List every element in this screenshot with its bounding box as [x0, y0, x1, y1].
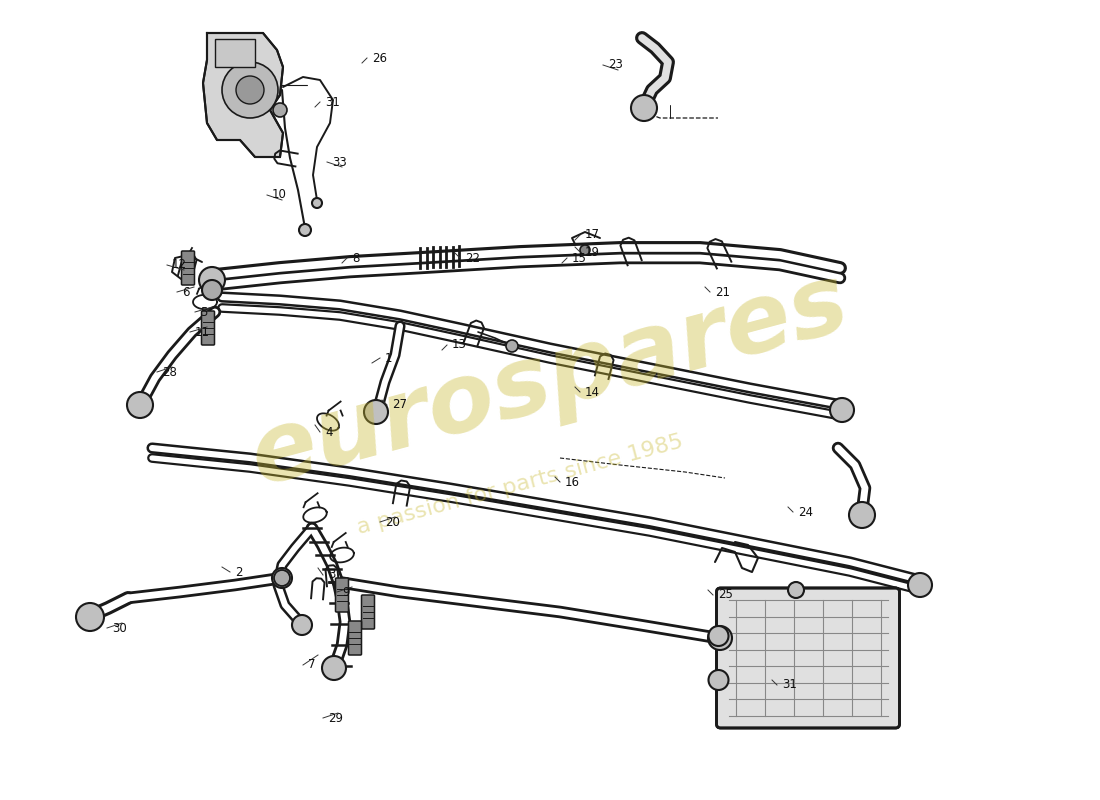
Text: 9: 9	[342, 586, 350, 598]
Circle shape	[506, 340, 518, 352]
Text: 19: 19	[585, 246, 600, 258]
FancyBboxPatch shape	[201, 311, 214, 345]
Circle shape	[708, 626, 732, 650]
Text: 12: 12	[172, 258, 187, 271]
Text: 31: 31	[324, 95, 340, 109]
Text: 20: 20	[385, 515, 400, 529]
Circle shape	[908, 573, 932, 597]
Text: 6: 6	[182, 286, 189, 298]
Circle shape	[272, 568, 292, 588]
Text: 10: 10	[272, 189, 287, 202]
Circle shape	[849, 502, 875, 528]
Circle shape	[274, 570, 290, 586]
Circle shape	[76, 603, 104, 631]
Text: 29: 29	[328, 711, 343, 725]
Text: 28: 28	[162, 366, 177, 378]
Text: 16: 16	[565, 475, 580, 489]
Circle shape	[580, 245, 590, 255]
Circle shape	[222, 62, 278, 118]
Circle shape	[830, 398, 854, 422]
Text: 33: 33	[332, 155, 346, 169]
Text: 13: 13	[452, 338, 466, 351]
Text: 21: 21	[715, 286, 730, 298]
FancyBboxPatch shape	[214, 39, 255, 67]
Circle shape	[364, 400, 388, 424]
Circle shape	[236, 76, 264, 104]
Circle shape	[126, 392, 153, 418]
Circle shape	[708, 626, 728, 646]
Text: eurospares: eurospares	[241, 255, 859, 505]
Text: 1: 1	[385, 351, 393, 365]
Text: 4: 4	[324, 426, 332, 438]
Text: 5: 5	[200, 306, 208, 318]
Text: 25: 25	[718, 589, 733, 602]
Circle shape	[322, 656, 346, 680]
Text: 30: 30	[112, 622, 126, 634]
Circle shape	[631, 95, 657, 121]
Circle shape	[292, 615, 312, 635]
Text: a passion for parts since 1985: a passion for parts since 1985	[354, 432, 685, 538]
Text: 15: 15	[572, 251, 587, 265]
Circle shape	[273, 103, 287, 117]
FancyBboxPatch shape	[362, 595, 374, 629]
Text: 23: 23	[608, 58, 623, 71]
Circle shape	[312, 198, 322, 208]
FancyBboxPatch shape	[716, 588, 900, 728]
Text: 3: 3	[328, 569, 336, 582]
Text: 31: 31	[782, 678, 796, 691]
Circle shape	[788, 582, 804, 598]
Text: 11: 11	[195, 326, 210, 338]
Text: 26: 26	[372, 51, 387, 65]
Text: 2: 2	[235, 566, 242, 578]
Text: 8: 8	[352, 251, 360, 265]
Text: 22: 22	[465, 251, 480, 265]
Circle shape	[708, 670, 728, 690]
Polygon shape	[204, 33, 283, 157]
FancyBboxPatch shape	[349, 621, 362, 655]
Circle shape	[199, 267, 226, 293]
Text: 24: 24	[798, 506, 813, 518]
Text: 7: 7	[308, 658, 316, 671]
FancyBboxPatch shape	[182, 251, 195, 285]
Text: 17: 17	[585, 229, 600, 242]
Circle shape	[202, 280, 222, 300]
Text: 14: 14	[585, 386, 600, 398]
Circle shape	[299, 224, 311, 236]
Text: 27: 27	[392, 398, 407, 411]
FancyBboxPatch shape	[336, 578, 349, 612]
